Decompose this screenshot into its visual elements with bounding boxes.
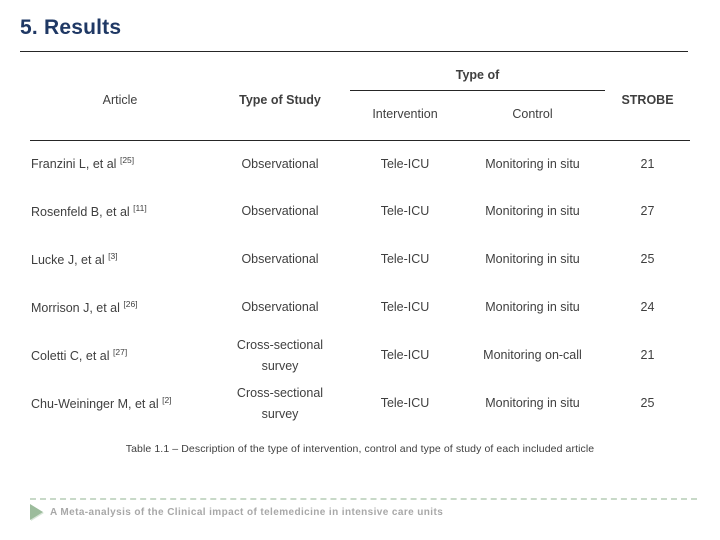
article-cell: Chu-Weininger M, et al [2] bbox=[30, 380, 210, 428]
citation-ref: [25] bbox=[119, 155, 135, 166]
citation-ref: [3] bbox=[108, 250, 118, 261]
intervention-cell: Tele-ICU bbox=[380, 204, 430, 219]
right-triangle-icon bbox=[30, 504, 43, 520]
strobe-cell: 25 bbox=[640, 252, 655, 267]
results-table: Article Type of Study Type of STROBE Int… bbox=[30, 62, 690, 428]
study-cell: Observational bbox=[241, 204, 319, 219]
control-cell: Monitoring on-call bbox=[483, 348, 582, 363]
strobe-cell: 21 bbox=[605, 139, 690, 188]
intervention-cell: Tele-ICU bbox=[380, 396, 430, 411]
study-cell: Observational bbox=[241, 300, 319, 315]
citation-ref: [11] bbox=[133, 202, 147, 213]
study-cell: Cross-sectional survey bbox=[236, 385, 324, 421]
column-group-header-type-of: Type of bbox=[350, 62, 605, 91]
article-name: Morrison J, et al bbox=[31, 300, 120, 315]
page-title: 5. Results bbox=[20, 16, 122, 39]
table-row: Coletti C, et al [27] Cross-sectional su… bbox=[30, 332, 690, 380]
table-row: Lucke J, et al [3] Observational Tele-IC… bbox=[30, 236, 690, 284]
column-header-type-of-study: Type of Study bbox=[239, 93, 321, 108]
footer-title: A Meta-analysis of the Clinical impact o… bbox=[50, 506, 444, 518]
study-cell: Cross-sectional survey bbox=[236, 337, 324, 373]
article-name: Franzini L, et al bbox=[31, 157, 117, 172]
table-row: Rosenfeld B, et al [11] Observational Te… bbox=[30, 188, 690, 236]
article-cell: Morrison J, et al [26] bbox=[30, 284, 210, 332]
intervention-cell: Tele-ICU bbox=[380, 252, 430, 267]
control-cell: Monitoring in situ bbox=[485, 204, 580, 219]
article-name: Rosenfeld B, et al bbox=[31, 204, 130, 219]
study-cell: Observational bbox=[241, 252, 319, 267]
footer-dashed-divider bbox=[30, 498, 697, 500]
article-cell: Coletti C, et al [27] bbox=[30, 332, 210, 380]
strobe-cell: 25 bbox=[640, 396, 655, 411]
table-row: Chu-Weininger M, et al [2] Cross-section… bbox=[30, 380, 690, 428]
control-cell: Monitoring in situ bbox=[460, 139, 605, 188]
strobe-cell: 27 bbox=[640, 204, 655, 219]
table-row: Franzini L, et al [25] Observational Tel… bbox=[30, 139, 690, 188]
intervention-cell: Tele-ICU bbox=[350, 139, 460, 188]
citation-ref: [2] bbox=[162, 394, 172, 405]
citation-ref: [26] bbox=[123, 298, 138, 309]
control-cell: Monitoring in situ bbox=[485, 300, 580, 315]
intervention-cell: Tele-ICU bbox=[380, 348, 430, 363]
article-name: Chu-Weininger M, et al bbox=[31, 396, 159, 411]
article-cell: Lucke J, et al [3] bbox=[30, 236, 210, 284]
column-header-control: Control bbox=[512, 107, 553, 122]
table-row: Morrison J, et al [26] Observational Tel… bbox=[30, 284, 690, 332]
article-name: Lucke J, et al bbox=[31, 252, 105, 267]
strobe-cell: 21 bbox=[640, 348, 655, 363]
article-cell: Rosenfeld B, et al [11] bbox=[30, 188, 210, 236]
control-cell: Monitoring in situ bbox=[485, 396, 580, 411]
strobe-cell: 24 bbox=[640, 300, 655, 315]
citation-ref: [27] bbox=[113, 346, 128, 357]
title-underline bbox=[20, 51, 688, 52]
control-cell: Monitoring in situ bbox=[485, 252, 580, 267]
column-header-strobe: STROBE bbox=[621, 93, 674, 108]
intervention-cell: Tele-ICU bbox=[380, 300, 430, 315]
article-name: Coletti C, et al bbox=[31, 348, 110, 363]
study-cell: Observational bbox=[210, 139, 350, 188]
article-cell: Franzini L, et al [25] bbox=[30, 139, 210, 188]
column-header-article: Article bbox=[102, 93, 138, 108]
table-caption: Table 1.1 – Description of the type of i… bbox=[125, 443, 595, 455]
footer: A Meta-analysis of the Clinical impact o… bbox=[30, 504, 443, 520]
column-header-intervention: Intervention bbox=[372, 107, 438, 122]
